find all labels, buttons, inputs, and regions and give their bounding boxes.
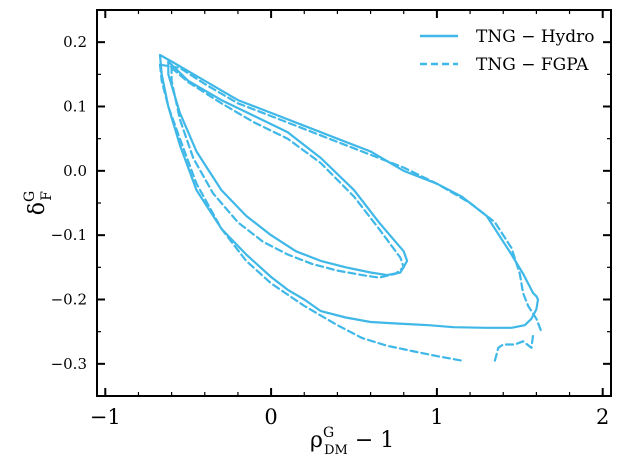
x-tick-label: 0 xyxy=(264,405,277,429)
contour-fgpa-0 xyxy=(170,66,405,279)
y-tick-label: −0.1 xyxy=(51,226,87,244)
x-axis-title-sub: DM xyxy=(324,443,348,455)
contour-hydro-1 xyxy=(158,53,540,329)
x-axis-title-tail: − 1 xyxy=(348,428,394,453)
contour-fgpa-3 xyxy=(493,333,535,362)
contour-hydro-0 xyxy=(167,60,409,277)
svg-text:δGF: δGF xyxy=(22,191,55,215)
y-axis-title-base: δ xyxy=(25,202,50,215)
x-axis-title-sup: G xyxy=(323,425,334,441)
y-axis-title-sub: F xyxy=(39,191,55,201)
x-axis-title-base: ρ xyxy=(310,428,323,453)
legend: TNG − Hydro TNG − FGPA xyxy=(420,27,595,75)
y-tick-label: 0.2 xyxy=(63,33,87,51)
x-tick-label: 1 xyxy=(430,405,443,429)
contour-lines xyxy=(158,53,543,362)
axis-tick-labels: −1 0 1 2 0.2 0.1 0.0 −0.1 −0.2 −0.3 xyxy=(51,33,610,429)
y-tick-label: 0.1 xyxy=(63,98,87,116)
y-axis-title: δGF xyxy=(22,191,55,215)
y-tick-label: −0.2 xyxy=(51,291,87,309)
legend-label-fgpa: TNG − FGPA xyxy=(476,55,589,75)
contour-fgpa-1 xyxy=(158,63,543,333)
x-tick-label: 2 xyxy=(596,405,609,429)
x-tick-label: −1 xyxy=(90,405,121,429)
axis-ticks xyxy=(97,9,611,397)
x-axis-title: ρG DM − 1 xyxy=(310,425,394,455)
y-axis-title-sup: G xyxy=(22,191,38,202)
legend-label-hydro: TNG − Hydro xyxy=(476,27,595,47)
y-tick-label: −0.3 xyxy=(51,355,87,373)
contour-fgpa-2 xyxy=(158,63,463,362)
y-tick-label: 0.0 xyxy=(63,162,87,180)
